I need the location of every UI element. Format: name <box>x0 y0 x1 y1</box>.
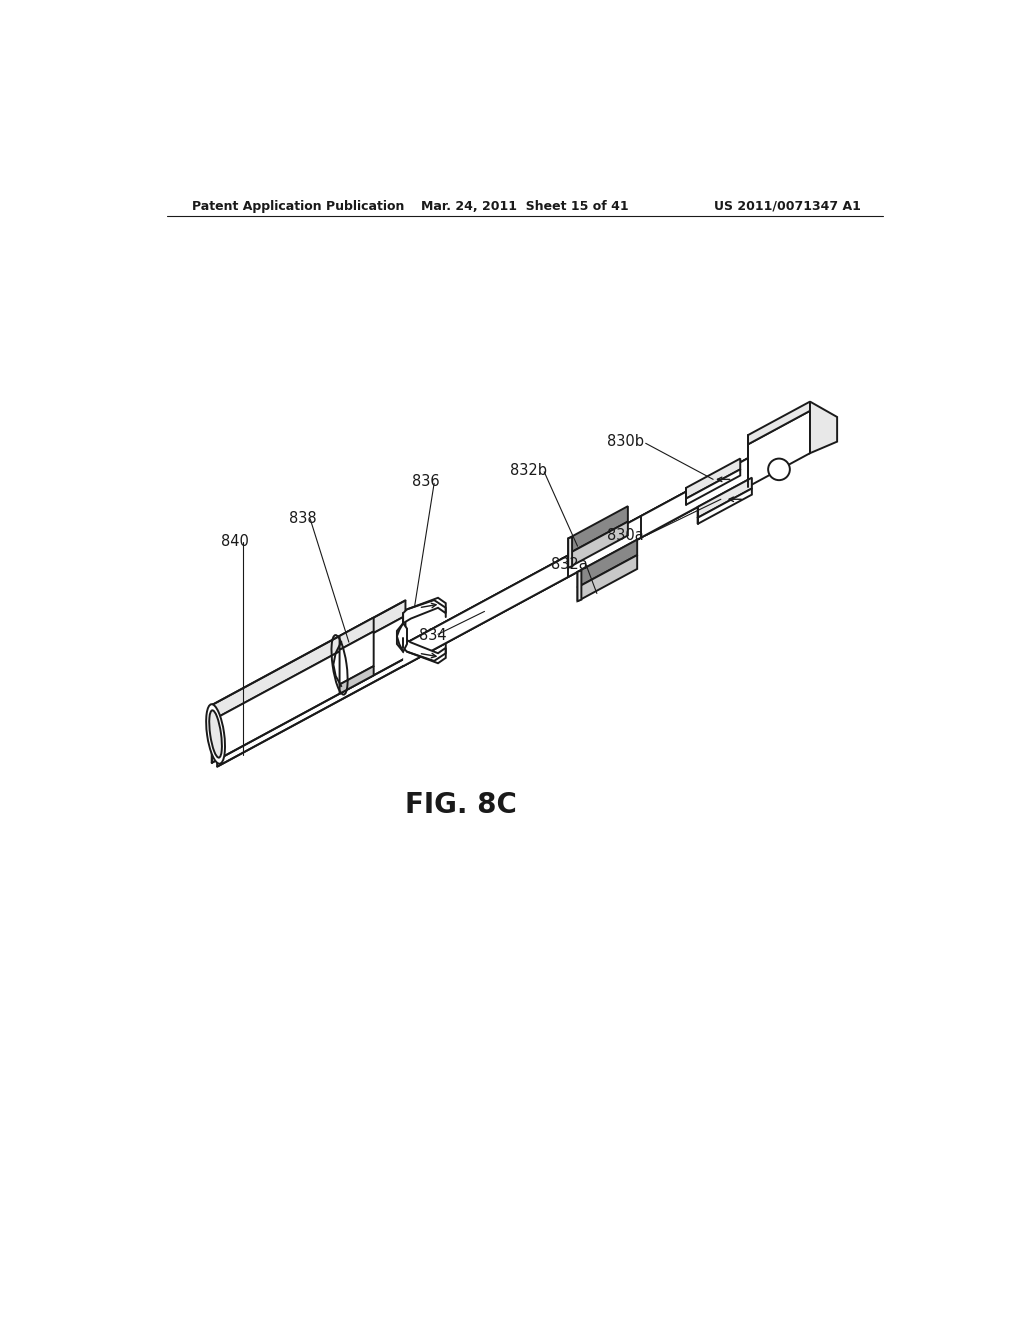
Polygon shape <box>340 631 374 685</box>
Text: 840: 840 <box>221 535 249 549</box>
Polygon shape <box>340 618 374 649</box>
Polygon shape <box>397 623 407 652</box>
Polygon shape <box>748 411 810 487</box>
Text: 834: 834 <box>419 628 446 643</box>
Text: 836: 836 <box>413 474 440 490</box>
Polygon shape <box>217 434 793 767</box>
Text: FIG. 8C: FIG. 8C <box>406 791 517 820</box>
Text: Mar. 24, 2011  Sheet 15 of 41: Mar. 24, 2011 Sheet 15 of 41 <box>421 199 629 213</box>
Polygon shape <box>403 638 445 663</box>
Ellipse shape <box>209 710 222 758</box>
Polygon shape <box>212 601 406 721</box>
Polygon shape <box>686 458 740 499</box>
Polygon shape <box>340 667 374 694</box>
Polygon shape <box>748 401 810 445</box>
Polygon shape <box>810 401 838 453</box>
Polygon shape <box>568 537 572 568</box>
Polygon shape <box>403 434 793 667</box>
Text: US 2011/0071347 A1: US 2011/0071347 A1 <box>714 199 860 213</box>
Ellipse shape <box>206 704 225 764</box>
Text: 832b: 832b <box>510 463 547 478</box>
Text: Patent Application Publication: Patent Application Publication <box>191 199 403 213</box>
Polygon shape <box>686 470 740 504</box>
Ellipse shape <box>768 458 790 480</box>
Text: 832a: 832a <box>551 557 588 572</box>
Polygon shape <box>578 556 637 601</box>
Polygon shape <box>568 521 628 568</box>
Polygon shape <box>697 488 752 524</box>
Polygon shape <box>697 478 752 517</box>
Polygon shape <box>403 598 445 623</box>
Text: 838: 838 <box>289 511 316 527</box>
Polygon shape <box>568 506 628 554</box>
Polygon shape <box>578 540 637 587</box>
Text: 830a: 830a <box>607 528 644 544</box>
Polygon shape <box>212 615 406 763</box>
Text: 830b: 830b <box>607 434 644 449</box>
Polygon shape <box>578 570 582 601</box>
